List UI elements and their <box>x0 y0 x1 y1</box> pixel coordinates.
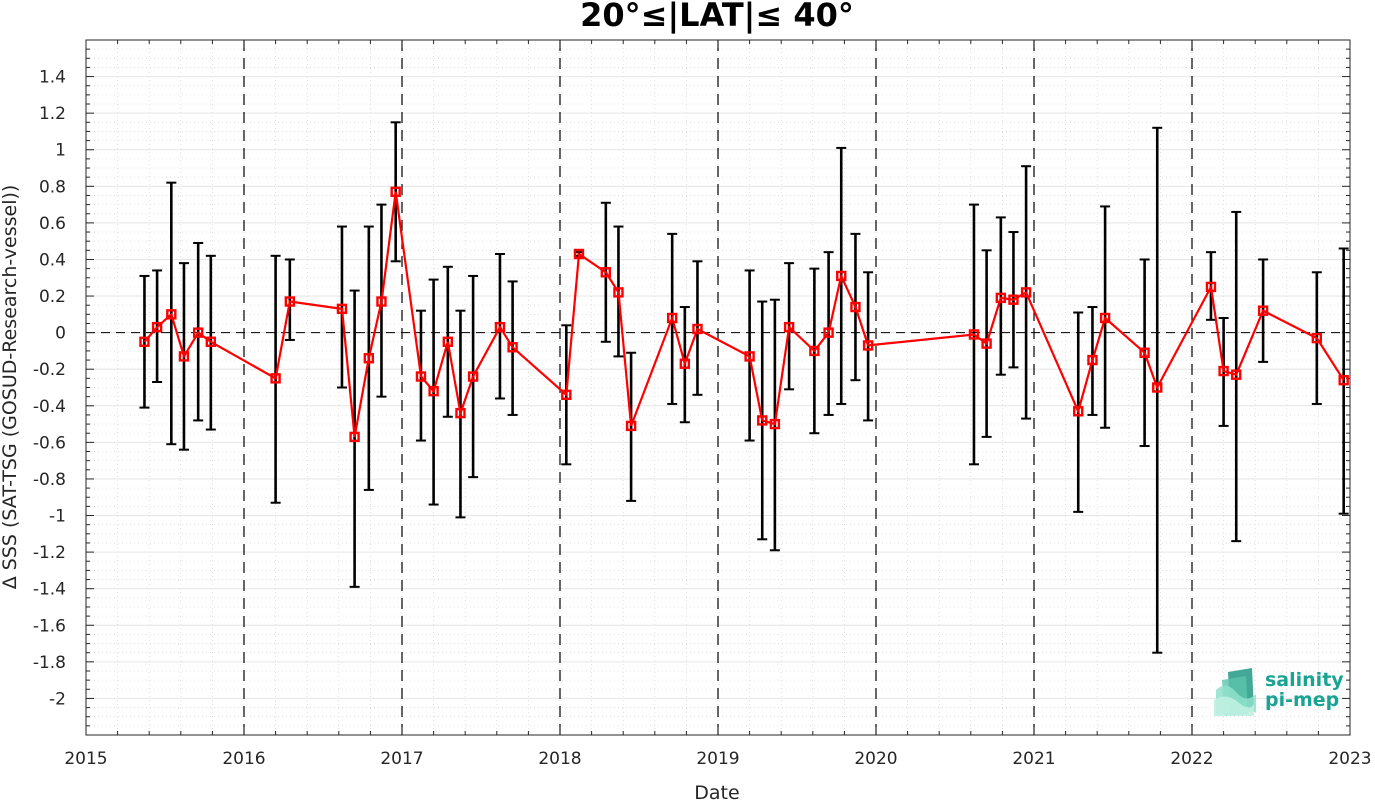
data-point-marker <box>981 338 992 349</box>
data-point-marker <box>995 292 1007 304</box>
data-point-marker <box>679 358 691 369</box>
x-tick-label: 2020 <box>854 749 897 769</box>
data-point-marker <box>390 186 401 198</box>
x-tick-label: 2022 <box>1170 749 1213 769</box>
data-point-marker <box>494 321 506 333</box>
data-point-marker <box>1231 369 1242 380</box>
x-tick-label: 2021 <box>1012 749 1055 769</box>
data-point-marker <box>1020 287 1032 298</box>
data-point-marker <box>205 336 217 347</box>
data-point-marker <box>349 431 360 443</box>
data-point-marker <box>336 303 348 315</box>
data-point-marker <box>284 296 296 307</box>
data-point-marker <box>613 287 624 298</box>
y-tick-label: 0 <box>55 324 66 344</box>
data-point-marker <box>192 327 204 338</box>
data-point-marker <box>1338 374 1349 386</box>
y-tick-label: -1.2 <box>33 543 66 563</box>
x-axis-label: Date <box>694 782 739 801</box>
y-tick-label: -0.8 <box>33 470 66 490</box>
y-tick-label: 1.2 <box>39 104 66 124</box>
y-tick-label: -2 <box>49 689 66 709</box>
data-point-marker <box>1139 347 1150 358</box>
data-point-marker <box>1218 365 1229 377</box>
logo-wave-icon <box>1214 668 1256 716</box>
x-tick-labels: 2015 2016 2017 2018 2019 2020 2021 2022 2023 <box>64 749 1371 769</box>
data-point-marker <box>625 420 637 432</box>
data-point-marker <box>1257 305 1269 316</box>
data-point-marker <box>270 373 281 384</box>
x-tick-label: 2018 <box>538 749 581 769</box>
data-point-marker <box>1099 312 1111 324</box>
chart-title: 20°≤|LAT|≤ 40° <box>580 0 854 35</box>
data-point-marker <box>376 296 387 307</box>
data-point-marker <box>428 385 439 397</box>
data-point-marker <box>151 321 163 333</box>
logo-text-salinity: salinity <box>1265 669 1344 691</box>
data-point-marker <box>455 407 466 419</box>
y-tick-label: -0.4 <box>33 397 66 417</box>
data-point-marker <box>166 309 177 320</box>
data-point-marker <box>600 267 612 278</box>
y-tick-label: 0.4 <box>39 250 66 270</box>
y-tick-label: -0.6 <box>33 433 66 453</box>
data-point-marker <box>809 345 820 357</box>
y-tick-labels: -2 -1.8 -1.6 -1.4 -1.2 -1 -0.8 -0.6 -0.4 -0.2 0 0.2… <box>33 68 66 710</box>
year-separator-lines <box>243 40 1193 735</box>
series-markers <box>139 186 1349 443</box>
y-tick-label: -1.8 <box>33 653 66 673</box>
data-point-marker <box>836 270 847 282</box>
x-tick-label: 2019 <box>696 749 739 769</box>
y-tick-label: 0.8 <box>39 177 66 197</box>
data-point-marker <box>573 248 585 260</box>
logo-text-pi-mep: pi-mep <box>1265 689 1339 711</box>
data-point-marker <box>1008 294 1019 305</box>
data-point-marker <box>507 342 518 353</box>
data-point-marker <box>139 336 150 347</box>
data-point-marker <box>757 415 768 426</box>
data-point-marker <box>415 371 427 382</box>
y-tick-label: -1.6 <box>33 616 66 636</box>
data-point-marker <box>1087 354 1098 366</box>
data-point-marker <box>467 371 479 382</box>
y-tick-label: -1 <box>49 507 66 527</box>
y-tick-label: 1 <box>55 141 66 161</box>
salinity-pi-mep-logo: salinity pi-mep <box>1214 668 1344 716</box>
y-tick-label: 1.4 <box>39 68 66 88</box>
y-tick-label: -1.4 <box>33 580 66 600</box>
data-point-marker <box>1073 406 1084 417</box>
data-point-marker <box>692 323 703 335</box>
data-point-marker <box>178 351 190 362</box>
data-point-marker <box>363 353 375 364</box>
x-tick-label: 2015 <box>64 749 107 769</box>
data-point-marker <box>823 327 834 338</box>
axis-ticks <box>85 39 1351 736</box>
data-point-marker <box>783 321 795 333</box>
x-tick-label: 2023 <box>1328 749 1371 769</box>
data-point-marker <box>442 336 454 347</box>
y-tick-label: 0.2 <box>39 287 66 307</box>
data-point-marker <box>862 340 874 351</box>
y-tick-label: 0.6 <box>39 214 66 234</box>
data-point-marker <box>666 312 678 324</box>
x-tick-label: 2016 <box>222 749 265 769</box>
y-tick-label: -0.2 <box>33 360 66 380</box>
data-point-marker <box>1205 281 1217 293</box>
data-point-marker <box>744 351 755 362</box>
data-point-marker <box>968 329 980 340</box>
data-point-marker <box>850 301 861 313</box>
series-line <box>143 191 1345 438</box>
y-axis-label: Δ SSS (SAT-TSG (GOSUD-Research-vessel)) <box>0 185 21 590</box>
x-tick-label: 2017 <box>380 749 423 769</box>
data-point-marker <box>769 418 781 430</box>
data-point-marker <box>1311 332 1323 344</box>
data-point-marker <box>561 389 572 401</box>
data-point-marker <box>1152 382 1163 393</box>
